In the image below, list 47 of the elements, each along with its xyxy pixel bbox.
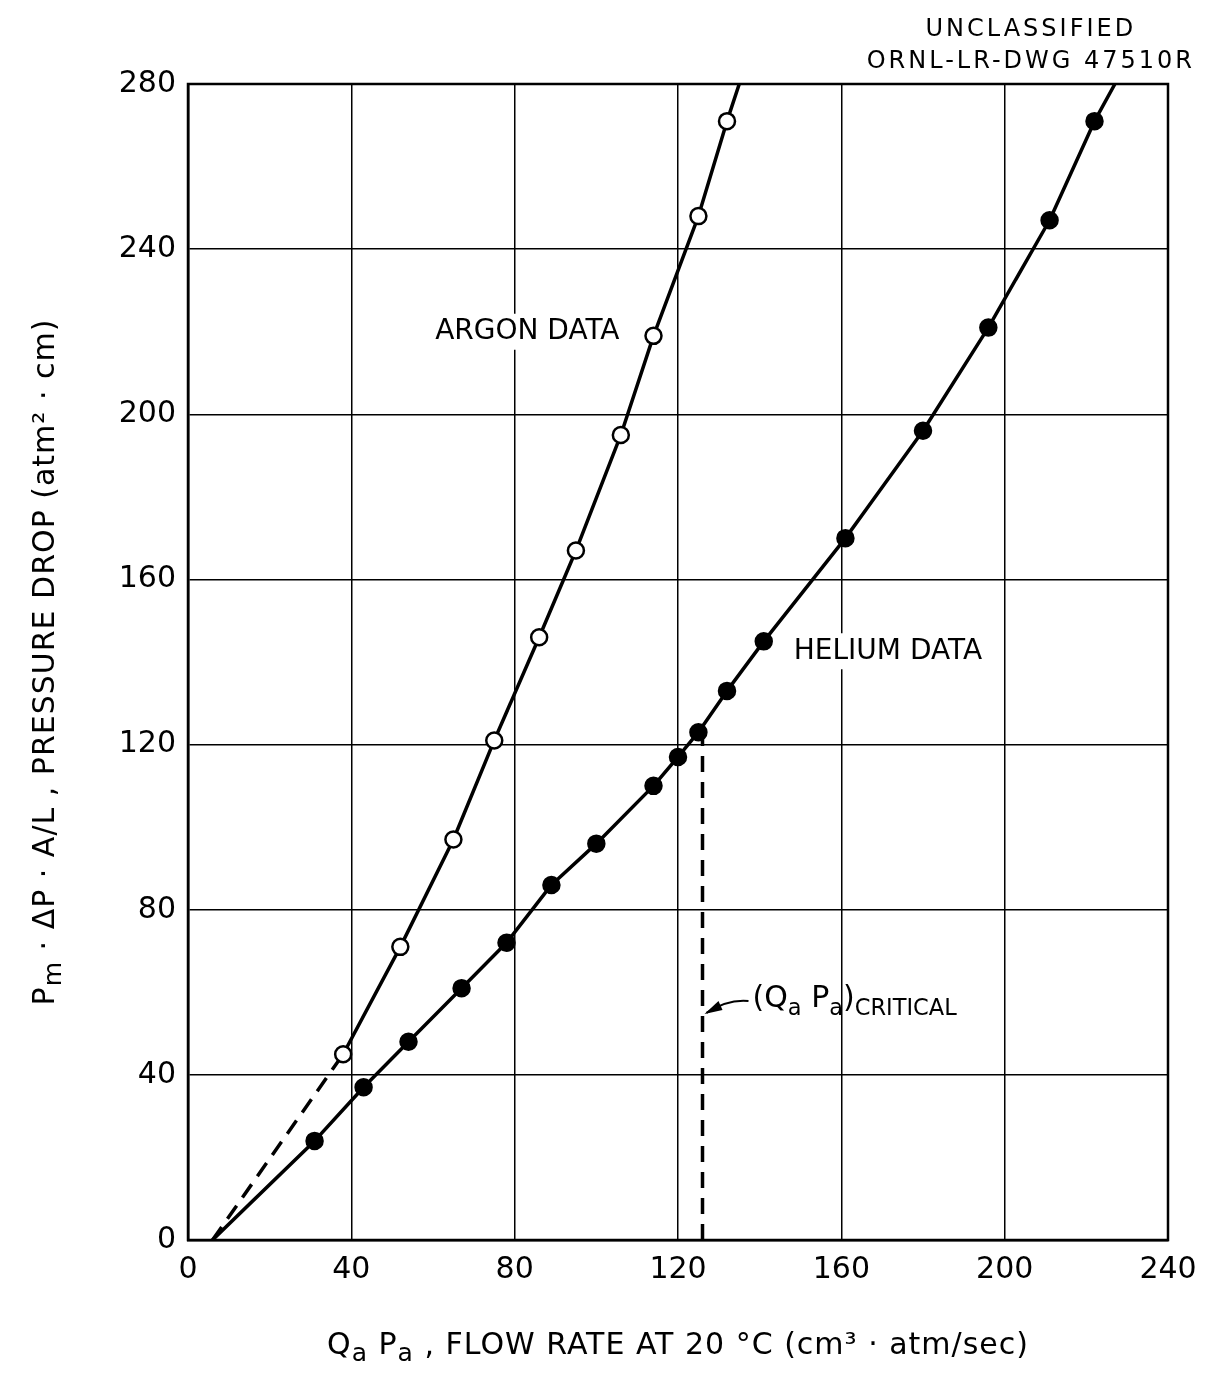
y-tick-label: 160 — [118, 559, 176, 595]
text: ORNL-LR-DWG 47510R — [866, 45, 1195, 76]
y-tick-label: 80 — [137, 889, 176, 925]
series-label: HELIUM DATA — [793, 632, 983, 666]
point — [354, 1077, 373, 1097]
point — [566, 541, 586, 560]
point — [1040, 210, 1059, 230]
point — [668, 747, 688, 767]
text: UNCLASSIFIED — [924, 13, 1138, 44]
x-tick-label: 240 — [1139, 1249, 1197, 1285]
point — [452, 978, 471, 998]
x-tick-label: 40 — [332, 1249, 371, 1285]
point — [485, 731, 504, 750]
point — [305, 1131, 324, 1151]
point — [444, 830, 463, 849]
y-tick-label: 280 — [118, 63, 176, 99]
y-tick-label: 120 — [118, 724, 176, 760]
point — [587, 834, 606, 853]
point — [717, 681, 737, 701]
point — [399, 1032, 418, 1052]
y-tick-label: 40 — [137, 1054, 176, 1090]
point — [644, 326, 663, 346]
point — [836, 528, 855, 548]
point — [529, 627, 549, 647]
x-tick-label: 120 — [649, 1249, 707, 1285]
x-axis-title: Q$_{a}$ P$_{a}$ , FLOW RATE AT 20 °C (cm³ · atm/sec) — [326, 1326, 1030, 1367]
point — [717, 111, 737, 131]
y-tick-label: 200 — [118, 394, 176, 430]
x-tick-label: 160 — [812, 1249, 870, 1285]
series-label: ARGON DATA — [435, 313, 620, 347]
point — [333, 1044, 353, 1064]
y-tick-label: 240 — [118, 228, 176, 264]
point — [542, 875, 561, 895]
point — [913, 421, 933, 441]
point — [644, 776, 663, 796]
point — [391, 937, 410, 957]
point — [754, 632, 773, 651]
x-tick-label: 80 — [495, 1249, 534, 1285]
point — [689, 722, 708, 742]
x-tick-label: 200 — [976, 1249, 1034, 1285]
point — [1085, 111, 1104, 131]
point — [979, 318, 998, 337]
x-tick-label: 0 — [178, 1249, 198, 1285]
point — [689, 206, 708, 226]
point — [611, 425, 631, 445]
y-tick-label: 0 — [156, 1219, 176, 1255]
point — [497, 933, 516, 952]
